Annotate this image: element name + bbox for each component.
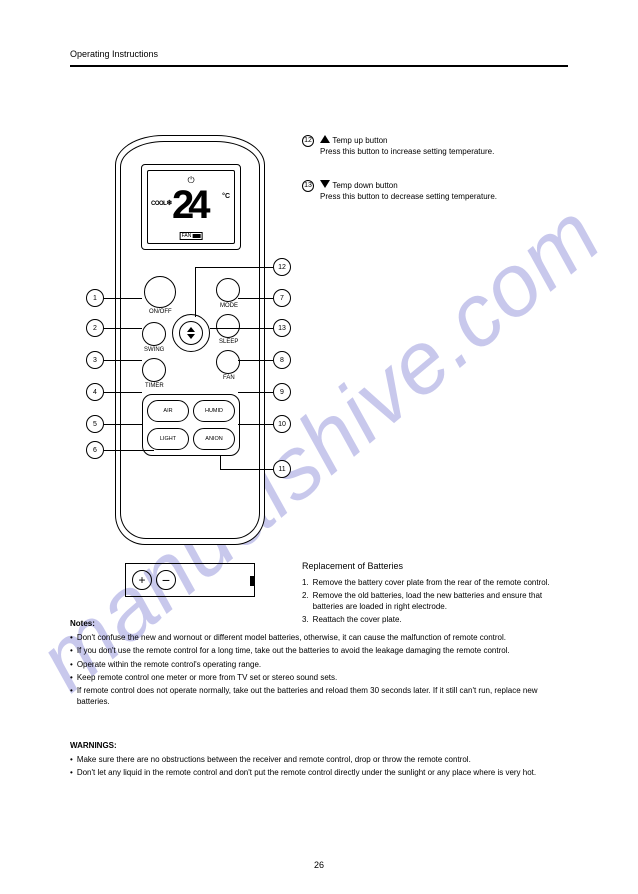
lead-8: [238, 360, 273, 361]
lead-11a: [220, 469, 273, 470]
lead-7: [238, 298, 273, 299]
callout-3: 3: [86, 351, 104, 369]
lead-1: [104, 298, 142, 299]
swing-button[interactable]: [142, 322, 166, 346]
notes-section: Notes: •Don't confuse the new and wornou…: [70, 618, 568, 709]
lcd-temp: 24: [172, 185, 205, 225]
body-12: Press this button to increase setting te…: [320, 147, 562, 158]
replace-title: Replacement of Batteries: [302, 560, 567, 573]
timer-label: TIMER: [145, 383, 164, 389]
callout-10: 10: [273, 415, 291, 433]
title-12: Temp up button: [332, 136, 387, 145]
lead-11b: [220, 455, 221, 469]
callout-1: 1: [86, 289, 104, 307]
up-triangle-icon: [320, 135, 330, 143]
sleep-button[interactable]: [216, 314, 240, 338]
lead-6: [104, 450, 154, 451]
lead-3: [104, 360, 142, 361]
battery-minus: −: [156, 570, 176, 590]
lead-9: [238, 392, 273, 393]
warn-title: WARNINGS:: [70, 741, 117, 750]
callout-2: 2: [86, 319, 104, 337]
remote-body: ⏻ COOL❄ 24 °C FAN ON/OFF MODE SLEEP FAN …: [115, 135, 265, 545]
anion-button[interactable]: ANION: [193, 428, 235, 450]
header-rule: [70, 65, 568, 67]
light-button[interactable]: LIGHT: [147, 428, 189, 450]
battery-plus: +: [132, 570, 152, 590]
fan-bar-icon: [192, 234, 200, 238]
lcd: ⏻ COOL❄ 24 °C FAN: [147, 170, 235, 244]
lead-12a: [195, 267, 273, 268]
notes-title: Notes:: [70, 619, 95, 628]
body-13: Press this button to decrease setting te…: [320, 192, 562, 203]
lcd-fan-label: FAN: [182, 233, 192, 239]
page-number: 26: [314, 860, 324, 870]
page-header: Operating Instructions: [70, 49, 158, 59]
note-2: If you don't use the remote control for …: [77, 645, 510, 656]
dpad-inner: [179, 321, 203, 345]
callout-9: 9: [273, 383, 291, 401]
note-4: Keep remote control one meter or more fr…: [77, 672, 337, 683]
lcd-fan: FAN: [180, 232, 203, 240]
warn-2: Don't let any liquid in the remote contr…: [77, 767, 536, 778]
callout-12: 12: [273, 258, 291, 276]
lead-2: [104, 328, 142, 329]
air-button[interactable]: AIR: [147, 400, 189, 422]
num-13: 13: [302, 180, 314, 192]
lead-12b: [195, 267, 196, 317]
note-1: Don't confuse the new and wornout or dif…: [77, 632, 506, 643]
mode-button[interactable]: [216, 278, 240, 302]
callout-8: 8: [273, 351, 291, 369]
note-5: If remote control does not operate norma…: [77, 685, 568, 707]
snow-icon: ❄: [166, 200, 171, 207]
replace-2: Remove the old batteries, load the new b…: [313, 590, 567, 612]
callout-7: 7: [273, 289, 291, 307]
lead-13: [210, 328, 273, 329]
timer-button[interactable]: [142, 358, 166, 382]
title-13: Temp down button: [332, 181, 397, 190]
lcd-mode-text: COOL: [151, 201, 166, 207]
swing-label: SWING: [144, 347, 164, 353]
lead-10: [238, 424, 273, 425]
onoff-button[interactable]: [144, 276, 176, 308]
lcd-frame: ⏻ COOL❄ 24 °C FAN: [141, 164, 241, 250]
sleep-label: SLEEP: [219, 339, 238, 345]
warn-1: Make sure there are no obstructions betw…: [77, 754, 471, 765]
note-3: Operate within the remote control's oper…: [77, 659, 261, 670]
warn-section: WARNINGS: •Make sure there are no obstru…: [70, 740, 568, 781]
callout-6: 6: [86, 441, 104, 459]
desc-12-13: 12 Temp up button Press this button to i…: [302, 135, 562, 211]
replace-1: Remove the battery cover plate from the …: [313, 577, 550, 588]
callout-5: 5: [86, 415, 104, 433]
callout-13: 13: [273, 319, 291, 337]
rect-group: AIR HUMID LIGHT ANION: [142, 394, 240, 456]
lcd-unit: °C: [222, 193, 230, 200]
num-12: 12: [302, 135, 314, 147]
mode-label: MODE: [220, 303, 238, 309]
lcd-mode: COOL❄: [151, 199, 172, 207]
fan-button[interactable]: [216, 350, 240, 374]
battery-tab: [250, 576, 254, 586]
lead-5: [104, 424, 142, 425]
fan-label: FAN: [223, 375, 235, 381]
onoff-label: ON/OFF: [149, 309, 172, 315]
battery-box: + −: [125, 563, 255, 597]
callout-4: 4: [86, 383, 104, 401]
down-triangle-icon: [320, 180, 330, 188]
lead-4: [104, 392, 142, 393]
temp-dpad[interactable]: [172, 314, 210, 352]
humid-button[interactable]: HUMID: [193, 400, 235, 422]
callout-11: 11: [273, 460, 291, 478]
